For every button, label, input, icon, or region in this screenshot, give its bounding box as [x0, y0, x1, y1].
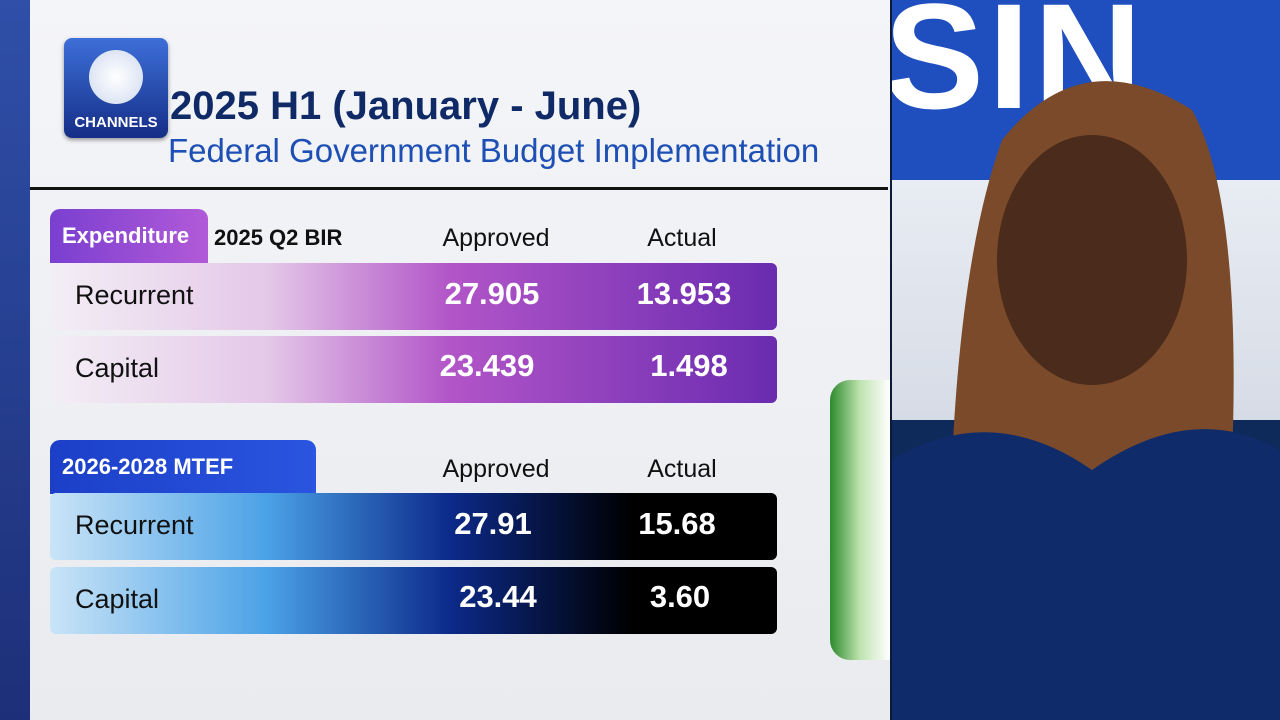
table-row	[50, 263, 777, 330]
face	[997, 135, 1187, 385]
table-row	[50, 493, 777, 560]
graphic-panel: CHANNELS 2025 H1 (January - June) Federa…	[0, 0, 890, 720]
table-row	[50, 336, 777, 403]
section-label: 2025 Q2 BIR	[214, 225, 343, 250]
side-stripe	[0, 0, 30, 720]
cell-value: 27.905	[444, 276, 540, 311]
divider	[30, 187, 888, 190]
title: 2025 H1 (January - June)	[170, 84, 642, 128]
cell-value: 23.439	[439, 348, 535, 383]
clothing	[892, 429, 1280, 720]
section-tab: Expenditure	[50, 209, 208, 263]
table-row	[50, 567, 777, 634]
logo-globe	[89, 50, 143, 104]
presenter	[892, 81, 1280, 720]
column-header: Approved	[442, 224, 550, 252]
cell-value: 15.68	[638, 506, 716, 541]
column-header: Actual	[647, 455, 717, 483]
row-label: Recurrent	[75, 510, 194, 540]
cell-value: 3.60	[649, 579, 711, 614]
section-tab: 2026-2028 MTEF	[50, 440, 316, 494]
row-label: Capital	[75, 353, 160, 383]
cell-value: 1.498	[650, 348, 728, 383]
row-label: Recurrent	[75, 280, 194, 310]
cell-value: 13.953	[636, 276, 732, 311]
cell-value: 27.91	[454, 506, 532, 541]
column-header: Approved	[442, 455, 550, 483]
presenter-video: SIN	[892, 0, 1280, 720]
decor-flag	[830, 380, 890, 660]
channel-logo: CHANNELS	[64, 38, 168, 138]
logo-text: CHANNELS	[74, 114, 158, 131]
subtitle: Federal Government Budget Implementation	[168, 132, 820, 169]
column-header: Actual	[647, 224, 717, 252]
cell-value: 23.44	[459, 579, 537, 614]
row-label: Capital	[75, 584, 160, 614]
